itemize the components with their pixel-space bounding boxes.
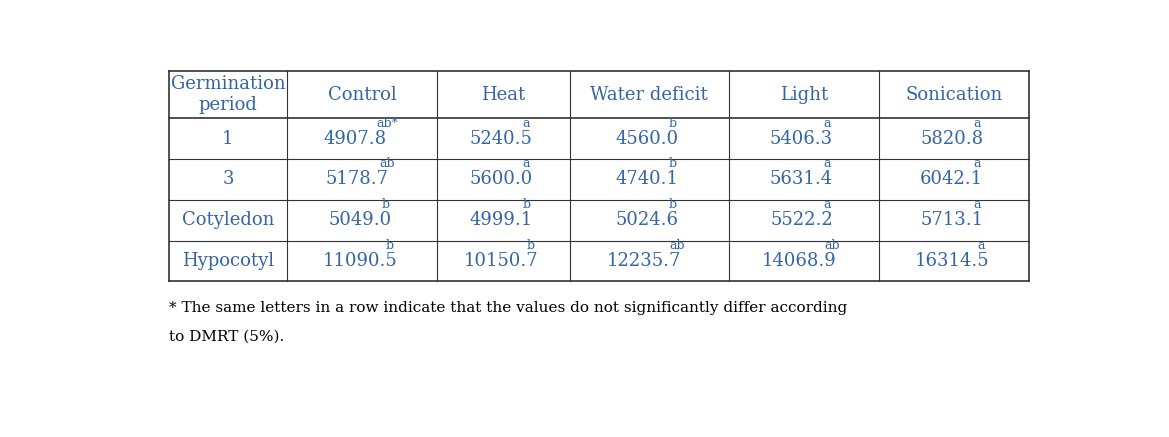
Text: 3: 3 xyxy=(222,170,234,188)
Text: 5713.1: 5713.1 xyxy=(920,211,983,229)
Text: Control: Control xyxy=(328,86,396,104)
Text: 5024.6: 5024.6 xyxy=(615,211,678,229)
Text: 10150.7: 10150.7 xyxy=(464,252,538,270)
Text: Light: Light xyxy=(780,86,828,104)
Text: b: b xyxy=(381,198,389,211)
Text: ab: ab xyxy=(670,239,685,252)
Text: 5178.7: 5178.7 xyxy=(326,170,389,188)
Text: 14068.9: 14068.9 xyxy=(762,252,836,270)
Text: 4907.8: 4907.8 xyxy=(323,130,386,148)
Text: a: a xyxy=(974,117,981,130)
Text: 16314.5: 16314.5 xyxy=(914,252,989,270)
Text: 11090.5: 11090.5 xyxy=(323,252,397,270)
Text: a: a xyxy=(974,157,981,170)
Text: b: b xyxy=(669,157,677,170)
Text: 4999.1: 4999.1 xyxy=(469,211,533,229)
Text: 5049.0: 5049.0 xyxy=(328,211,392,229)
Text: Cotyledon: Cotyledon xyxy=(182,211,275,229)
Text: a: a xyxy=(823,117,831,130)
Text: 5631.4: 5631.4 xyxy=(770,170,833,188)
Text: a: a xyxy=(823,157,831,170)
Text: 4740.1: 4740.1 xyxy=(615,170,678,188)
Text: 1: 1 xyxy=(222,130,234,148)
Text: 4560.0: 4560.0 xyxy=(615,130,678,148)
Text: 5522.2: 5522.2 xyxy=(770,211,832,229)
Text: b: b xyxy=(526,239,534,252)
Text: b: b xyxy=(386,239,394,252)
Text: b: b xyxy=(669,117,677,130)
Text: 12235.7: 12235.7 xyxy=(607,252,682,270)
Text: b: b xyxy=(669,198,677,211)
Text: Germination
period: Germination period xyxy=(171,75,285,114)
Text: Hypocotyl: Hypocotyl xyxy=(182,252,274,270)
Text: a: a xyxy=(523,157,531,170)
Text: 5820.8: 5820.8 xyxy=(920,130,983,148)
Text: b: b xyxy=(523,198,531,211)
Text: a: a xyxy=(523,117,531,130)
Text: 5406.3: 5406.3 xyxy=(770,130,833,148)
Text: to DMRT (5%).: to DMRT (5%). xyxy=(168,330,284,344)
Text: a: a xyxy=(823,198,831,211)
Text: ab: ab xyxy=(824,239,841,252)
Text: Sonication: Sonication xyxy=(906,86,1003,104)
Text: * The same letters in a row indicate that the values do not significantly differ: * The same letters in a row indicate tha… xyxy=(168,302,848,316)
Text: Heat: Heat xyxy=(482,86,526,104)
Text: Water deficit: Water deficit xyxy=(590,86,708,104)
Text: ab: ab xyxy=(379,157,395,170)
Text: a: a xyxy=(977,239,984,252)
Text: 5600.0: 5600.0 xyxy=(469,170,533,188)
Text: a: a xyxy=(974,198,981,211)
Text: ab*: ab* xyxy=(376,117,399,130)
Text: 6042.1: 6042.1 xyxy=(920,170,983,188)
Text: 5240.5: 5240.5 xyxy=(470,130,532,148)
